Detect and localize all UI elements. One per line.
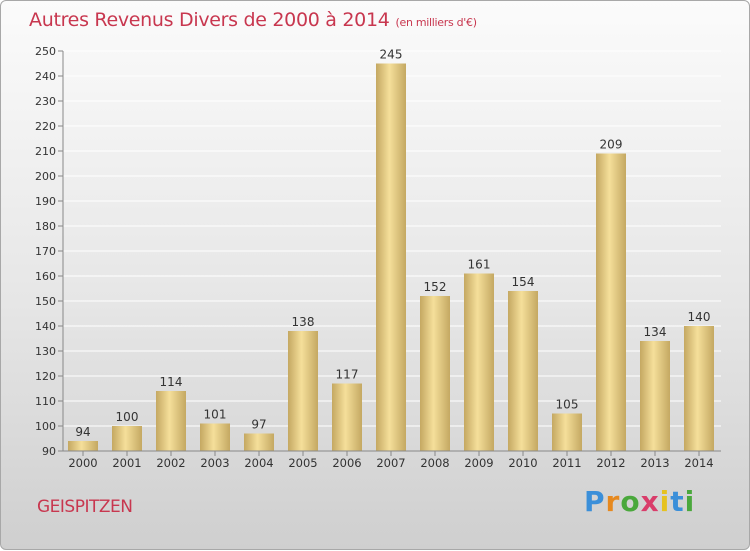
bar-2008 (420, 296, 450, 451)
data-label-2006: 117 (336, 368, 359, 382)
data-label-2000: 94 (75, 425, 90, 439)
proxiti-logo: Proxiti (584, 485, 695, 518)
x-tick-label-2013: 2013 (640, 456, 669, 470)
data-label-2010: 154 (512, 275, 535, 289)
data-label-2007: 245 (380, 48, 403, 62)
y-tick-label: 240 (35, 70, 56, 83)
data-label-2002: 114 (160, 375, 183, 389)
data-label-2014: 140 (688, 310, 711, 324)
bar-2006 (332, 383, 362, 451)
x-tick-label-2007: 2007 (376, 456, 405, 470)
x-tick-label-2008: 2008 (420, 456, 449, 470)
y-tick-label: 130 (35, 345, 56, 358)
bar-2010 (508, 291, 538, 451)
data-label-2008: 152 (424, 280, 447, 294)
x-tick-label-2001: 2001 (112, 456, 141, 470)
x-tick-label-2005: 2005 (288, 456, 317, 470)
bar-2001 (112, 426, 142, 451)
bar-2012 (596, 153, 626, 451)
y-tick-label: 250 (35, 45, 56, 58)
bar-2003 (200, 423, 230, 451)
x-tick-label-2003: 2003 (200, 456, 229, 470)
data-label-2011: 105 (556, 398, 579, 412)
data-label-2013: 134 (644, 325, 667, 339)
bar-2004 (244, 433, 274, 451)
x-tick-label-2000: 2000 (68, 456, 97, 470)
data-label-2003: 101 (204, 408, 227, 422)
bar-2014 (684, 326, 714, 451)
brand-letter: i (684, 485, 696, 518)
y-tick-label: 140 (35, 320, 56, 333)
y-tick-label: 180 (35, 220, 56, 233)
y-tick-label: 90 (42, 445, 56, 458)
brand-letter: t (670, 485, 685, 518)
x-tick-label-2006: 2006 (332, 456, 361, 470)
y-tick-label: 190 (35, 195, 56, 208)
bar-2009 (464, 273, 494, 451)
brand-letter: i (659, 485, 671, 518)
y-tick-label: 210 (35, 145, 56, 158)
y-tick-label: 160 (35, 270, 56, 283)
chart-title: Autres Revenus Divers de 2000 à 2014 (en … (29, 9, 477, 31)
x-tick-label-2010: 2010 (508, 456, 537, 470)
y-tick-label: 220 (35, 120, 56, 133)
bar-2013 (640, 341, 670, 451)
x-tick-label-2009: 2009 (464, 456, 493, 470)
y-tick-label: 230 (35, 95, 56, 108)
x-tick-label-2014: 2014 (684, 456, 713, 470)
x-tick-label-2002: 2002 (156, 456, 185, 470)
bar-2002 (156, 391, 186, 451)
bar-2005 (288, 331, 318, 451)
y-tick-label: 170 (35, 245, 56, 258)
data-label-2012: 209 (600, 138, 623, 152)
brand-letter: P (584, 485, 606, 518)
location-name: GEISPITZEN (37, 497, 133, 517)
bar-2000 (68, 441, 98, 451)
title-unit: (en milliers d'€) (395, 16, 477, 29)
data-label-2009: 161 (468, 258, 491, 272)
data-label-2004: 97 (251, 418, 266, 432)
y-tick-label: 150 (35, 295, 56, 308)
bar-2011 (552, 413, 582, 451)
data-label-2001: 100 (116, 410, 139, 424)
x-tick-label-2004: 2004 (244, 456, 273, 470)
y-tick-label: 200 (35, 170, 56, 183)
title-text: Autres Revenus Divers de 2000 à 2014 (29, 9, 390, 31)
bar-2007 (376, 63, 406, 451)
brand-letter: x (640, 485, 660, 518)
x-tick-label-2011: 2011 (552, 456, 581, 470)
data-label-2005: 138 (292, 315, 315, 329)
y-tick-label: 120 (35, 370, 56, 383)
y-tick-label: 100 (35, 420, 56, 433)
brand-letter: r (605, 485, 621, 518)
y-tick-label: 110 (35, 395, 56, 408)
brand-letter: o (620, 485, 641, 518)
x-tick-label-2012: 2012 (596, 456, 625, 470)
